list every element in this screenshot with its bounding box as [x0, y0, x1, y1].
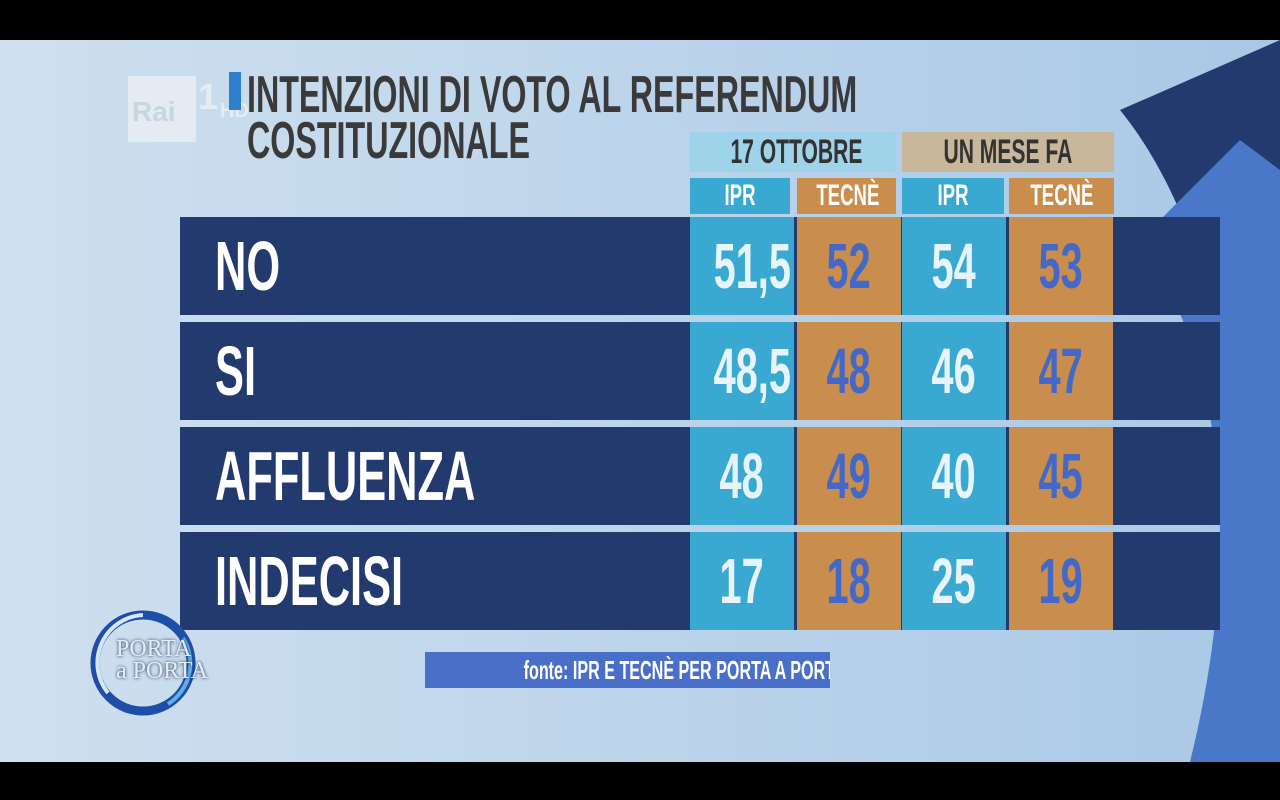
show-logo-text: PORTA a PORTA	[116, 636, 208, 684]
hd-badge: HD	[220, 100, 249, 122]
group-header-17-ottobre: 17 OTTOBRE	[690, 132, 896, 172]
group-header-un-mese-fa: UN MESE FA	[902, 132, 1114, 172]
cell-si-tecne-17-ottobre: 48	[797, 322, 901, 420]
cell-no-ipr-un-mese-fa: 54	[902, 217, 1006, 315]
porta-a-porta-logo	[90, 610, 196, 716]
cell-affluenza-ipr-un-mese-fa: 40	[902, 427, 1006, 525]
column-header-ipr-2: IPR	[902, 178, 1004, 214]
row-label-si: SI	[215, 332, 257, 410]
show-logo-line-2: a PORTA	[116, 658, 208, 684]
cell-indecisi-tecne-17-ottobre: 18	[797, 532, 901, 630]
cell-no-ipr-17-ottobre: 51,5	[690, 217, 794, 315]
show-logo-line-1: PORTA	[116, 636, 192, 662]
title-line-1: INTENZIONI DI VOTO AL REFERENDUM	[247, 66, 858, 124]
cell-indecisi-ipr-un-mese-fa: 25	[902, 532, 1006, 630]
title-line-2: COSTITUZIONALE	[247, 112, 530, 170]
cell-affluenza-tecne-un-mese-fa: 45	[1009, 427, 1113, 525]
row-label-no: NO	[215, 227, 281, 305]
cell-no-tecne-17-ottobre: 52	[797, 217, 901, 315]
column-header-tecne-2: TECNÈ	[1009, 178, 1114, 214]
cell-si-tecne-un-mese-fa: 47	[1009, 322, 1113, 420]
cell-affluenza-tecne-17-ottobre: 49	[797, 427, 901, 525]
broadcast-frame: Rai 1 HD INTENZIONI DI VOTO AL REFERENDU…	[0, 40, 1280, 762]
cell-no-tecne-un-mese-fa: 53	[1009, 217, 1113, 315]
cell-si-ipr-17-ottobre: 48,5	[690, 322, 794, 420]
channel-number: 1	[198, 76, 219, 117]
column-header-tecne-1: TECNÈ	[797, 178, 896, 214]
cell-affluenza-ipr-17-ottobre: 48	[690, 427, 794, 525]
rai-logo: Rai	[128, 76, 196, 142]
chart-title: INTENZIONI DI VOTO AL REFERENDUM COSTITU…	[247, 66, 1231, 170]
source-caption: fonte: IPR E TECNÈ PER PORTA A PORTA	[425, 652, 830, 688]
title-accent-bar	[229, 72, 241, 110]
cell-si-ipr-un-mese-fa: 46	[902, 322, 1006, 420]
column-header-ipr-1: IPR	[690, 178, 790, 214]
row-label-indecisi: INDECISI	[215, 542, 404, 620]
row-label-affluenza: AFFLUENZA	[215, 437, 476, 515]
cell-indecisi-tecne-un-mese-fa: 19	[1009, 532, 1113, 630]
cell-indecisi-ipr-17-ottobre: 17	[690, 532, 794, 630]
